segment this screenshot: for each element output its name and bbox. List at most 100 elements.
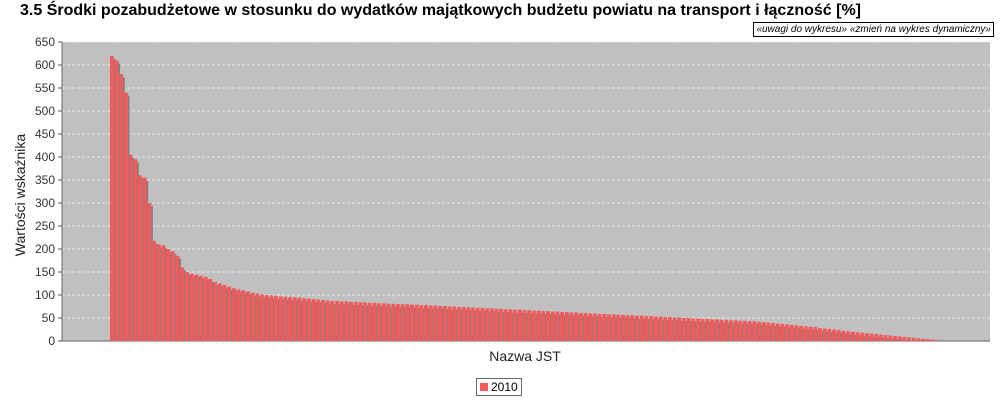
- bar: [325, 300, 330, 341]
- bar: [241, 290, 246, 341]
- bar: [925, 339, 930, 341]
- bar: [405, 304, 410, 341]
- bar: [114, 60, 119, 342]
- y-tick-label: 450: [35, 127, 55, 141]
- bar: [330, 300, 335, 341]
- bar: [344, 301, 349, 341]
- bar: [142, 177, 147, 341]
- legend-label: 2010: [491, 380, 518, 394]
- bar: [747, 321, 752, 341]
- bar: [438, 306, 443, 341]
- bar: [452, 306, 457, 341]
- bar: [311, 299, 316, 341]
- bar: [860, 332, 865, 341]
- bar: [283, 296, 288, 341]
- bar: [508, 309, 513, 341]
- bar: [611, 314, 616, 341]
- bar: [818, 328, 822, 341]
- chart-links: «uwagi do wykresu» «zmień na wykres dyna…: [753, 22, 994, 37]
- y-tick-label: 400: [35, 150, 55, 164]
- bar: [799, 325, 804, 341]
- bar: [475, 307, 480, 341]
- bar: [264, 295, 269, 341]
- bar: [189, 273, 194, 341]
- bar: [185, 272, 189, 341]
- bar: [260, 294, 264, 341]
- bar: [607, 314, 611, 341]
- bar: [208, 278, 213, 341]
- bar: [635, 315, 639, 341]
- bar: [400, 304, 405, 341]
- bar: [864, 333, 869, 341]
- bar: [339, 301, 344, 341]
- bar: [541, 311, 546, 341]
- bar: [771, 323, 775, 341]
- bar: [897, 336, 902, 341]
- bar: [691, 318, 696, 341]
- bar: [621, 314, 625, 341]
- bar: [560, 312, 564, 341]
- bar: [710, 319, 715, 341]
- bar: [480, 307, 485, 341]
- bar: [377, 303, 382, 341]
- x-axis-label: Nazwa JST: [489, 348, 561, 364]
- bar: [203, 276, 208, 341]
- bar: [597, 313, 602, 341]
- bar: [297, 297, 302, 341]
- bar: [761, 322, 766, 341]
- bar: [752, 321, 757, 341]
- bar: [457, 306, 461, 341]
- bar: [649, 316, 654, 341]
- bar: [414, 304, 419, 341]
- bar: [658, 316, 663, 341]
- bar: [316, 299, 321, 341]
- bar: [442, 306, 447, 341]
- y-tick-label: 600: [35, 58, 55, 72]
- bar: [911, 337, 916, 341]
- bar: [250, 292, 255, 341]
- bar: [147, 203, 152, 341]
- bar: [367, 302, 372, 341]
- bar: [161, 245, 166, 341]
- bar: [217, 283, 222, 341]
- bar: [175, 255, 180, 341]
- chart-notes-link[interactable]: «uwagi do wykresu»: [756, 24, 848, 35]
- bar: [888, 335, 893, 341]
- bar: [170, 251, 175, 341]
- bar: [424, 305, 428, 341]
- bar: [583, 312, 588, 341]
- bar: [935, 340, 940, 341]
- bar: [302, 298, 307, 341]
- bar: [499, 308, 503, 341]
- bar: [527, 310, 532, 341]
- bar: [696, 318, 700, 341]
- y-tick-label: 50: [42, 311, 56, 325]
- bar: [827, 329, 832, 341]
- bar: [513, 309, 518, 341]
- bar: [677, 317, 682, 341]
- y-tick-label: 150: [35, 265, 55, 279]
- bar: [372, 302, 377, 341]
- bar: [569, 312, 574, 341]
- bar: [152, 240, 156, 341]
- bar: [321, 300, 325, 341]
- bar: [789, 324, 794, 341]
- y-tick-label: 250: [35, 219, 55, 233]
- bar: [419, 305, 424, 341]
- y-axis-label: Wartości wskaźnika: [12, 134, 28, 257]
- bar: [616, 314, 621, 341]
- bar: [804, 326, 808, 341]
- bar: [686, 318, 691, 341]
- bar: [879, 334, 883, 341]
- legend-swatch: [480, 383, 488, 391]
- bar: [668, 317, 672, 341]
- bar: [278, 296, 283, 341]
- bar: [156, 244, 161, 341]
- bar: [489, 308, 494, 341]
- bar: [410, 304, 414, 341]
- bar: [213, 282, 217, 341]
- bar: [705, 318, 710, 341]
- bar: [672, 317, 677, 341]
- dynamic-chart-link[interactable]: «zmień na wykres dynamiczny»: [849, 24, 991, 35]
